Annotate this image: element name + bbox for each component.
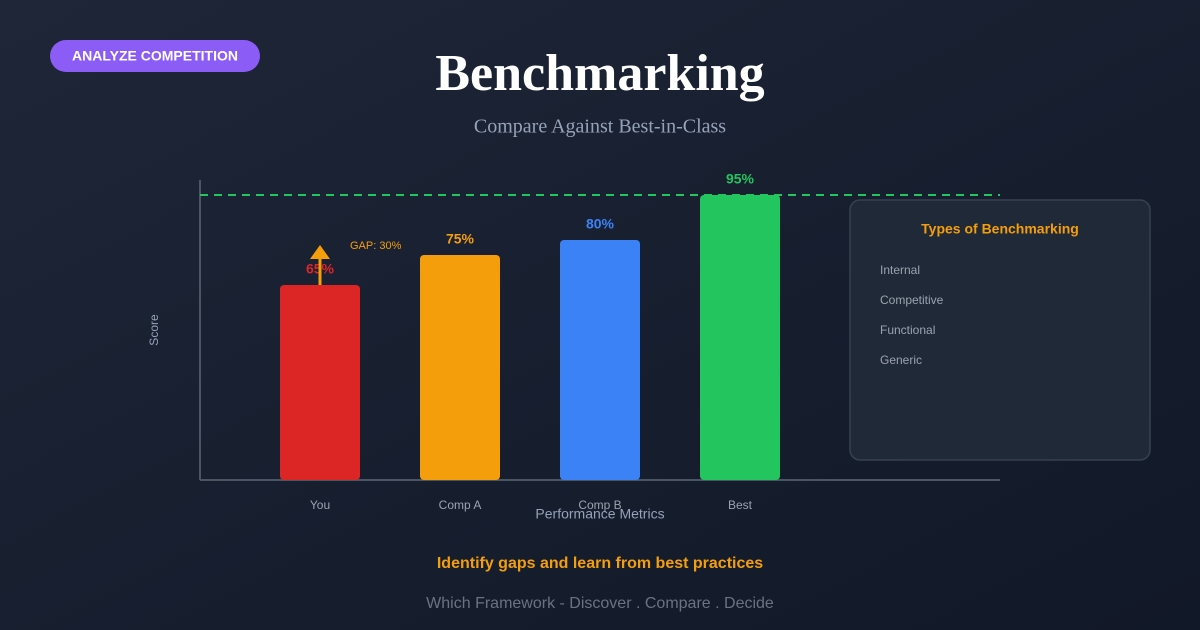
- x-tick-label: Comp B: [578, 498, 621, 512]
- value-label: 80%: [586, 216, 615, 232]
- panel-item: Generic: [880, 353, 922, 367]
- y-axis-label: Score: [147, 314, 161, 346]
- chart-title: Benchmarking: [435, 45, 764, 102]
- x-tick-label: You: [310, 498, 330, 512]
- panel-item: Competitive: [880, 293, 944, 307]
- x-tick-label: Best: [728, 498, 753, 512]
- badge-bg: [50, 40, 260, 72]
- footer: Which Framework - Discover . Compare . D…: [426, 595, 774, 612]
- bar: [280, 285, 360, 480]
- x-tick-label: Comp A: [439, 498, 482, 512]
- bar: [700, 195, 780, 480]
- panel-item: Functional: [880, 323, 935, 337]
- gap-arrow-head: [310, 245, 330, 259]
- bar: [560, 240, 640, 480]
- value-label: 75%: [446, 231, 475, 247]
- x-axis-label: Performance Metrics: [535, 506, 664, 522]
- panel-item: Internal: [880, 263, 920, 277]
- value-label: 95%: [726, 171, 755, 187]
- tagline: Identify gaps and learn from best practi…: [437, 555, 763, 572]
- badge: ANALYZE COMPETITION: [72, 48, 238, 64]
- panel: [849, 199, 1151, 461]
- panel-title: Types of Benchmarking: [921, 221, 1079, 237]
- gap-annotation: GAP: 30%: [350, 240, 402, 252]
- bar: [420, 255, 500, 480]
- chart-subtitle: Compare Against Best-in-Class: [474, 116, 726, 138]
